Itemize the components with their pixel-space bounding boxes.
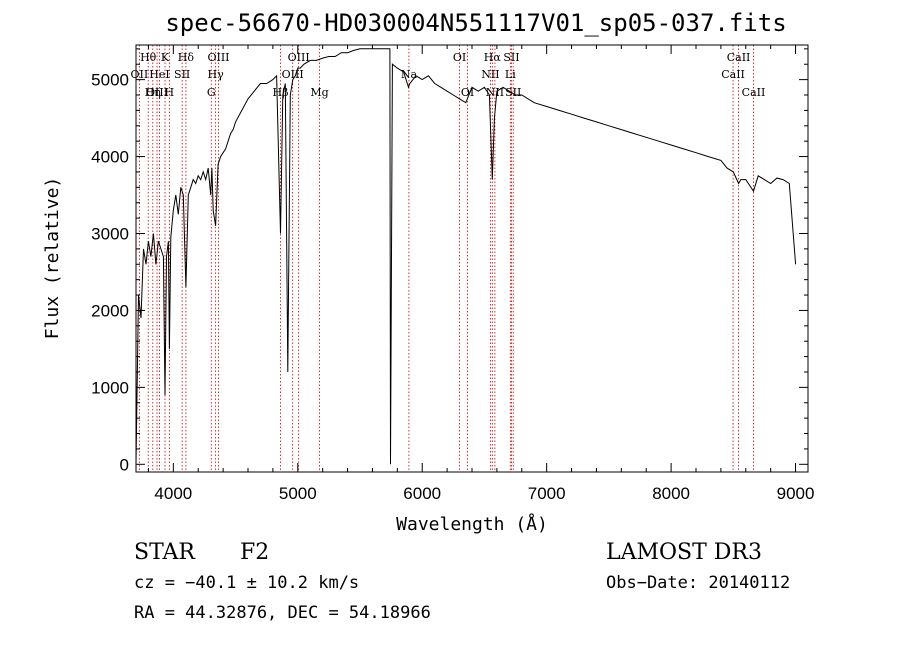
line-label: OIII (288, 51, 310, 64)
coordinates: RA = 44.32876, DEC = 54.18966 (134, 603, 431, 623)
line-label: SII (505, 86, 521, 99)
y-axis-label: Flux (relative) (42, 177, 63, 340)
line-label: Mg (310, 86, 328, 99)
x-axis-label: Wavelength (Å) (396, 513, 548, 535)
line-label: Na (401, 68, 418, 81)
line-label: CaII (721, 68, 745, 81)
y-tick-label: 0 (120, 455, 129, 474)
line-label: K (161, 51, 170, 64)
line-label: Hδ (178, 51, 195, 64)
y-tick-label: 3000 (91, 224, 129, 243)
subclass: F2 (240, 540, 270, 565)
line-label: Li (505, 68, 516, 81)
line-label: SII (503, 51, 519, 64)
x-tick-label: 9000 (777, 484, 815, 503)
obs-date: Obs−Date: 20140112 (606, 573, 791, 593)
redshift-cz: cz = −40.1 ± 10.2 km/s (134, 573, 360, 593)
plot-frame (135, 44, 809, 473)
line-label: CaII (727, 51, 751, 64)
line-label: G (207, 86, 216, 99)
x-tick-label: 6000 (403, 484, 441, 503)
y-tick-label: 2000 (91, 301, 129, 320)
line-label: Hθ (140, 51, 157, 64)
line-label: H (165, 86, 175, 99)
line-label: OII (131, 68, 149, 81)
flux-series-line (135, 48, 797, 465)
line-label: OIII (146, 86, 168, 99)
line-label: Hη (145, 86, 161, 99)
line-label: Hβ (273, 86, 289, 99)
line-label: CaII (742, 86, 766, 99)
y-tick-label: 4000 (91, 148, 129, 167)
axis-ticks: 4000 5000 6000 7000 8000 9000 0 1000 2000 3000 400… (91, 45, 814, 503)
line-label: Hα (484, 51, 502, 64)
y-tick-label: 5000 (91, 71, 129, 90)
line-label: OIII (207, 51, 229, 64)
line-label: NII (481, 68, 499, 81)
x-tick-label: 5000 (279, 484, 317, 503)
line-label: OI (453, 51, 466, 64)
line-label: SII (174, 68, 190, 81)
x-tick-label: 8000 (652, 484, 690, 503)
x-tick-label: 7000 (528, 484, 566, 503)
line-label: HeI (149, 68, 169, 81)
line-label: Hγ (208, 68, 225, 81)
object-class: STAR (134, 540, 195, 565)
spectral-line-markers (138, 45, 754, 472)
x-tick-label: 4000 (154, 484, 192, 503)
survey-name: LAMOST DR3 (606, 540, 762, 565)
line-label: OIII (282, 68, 304, 81)
chart-title: spec-56670-HD030004N551117V01_sp05-037.f… (165, 9, 786, 37)
y-tick-label: 1000 (91, 378, 129, 397)
